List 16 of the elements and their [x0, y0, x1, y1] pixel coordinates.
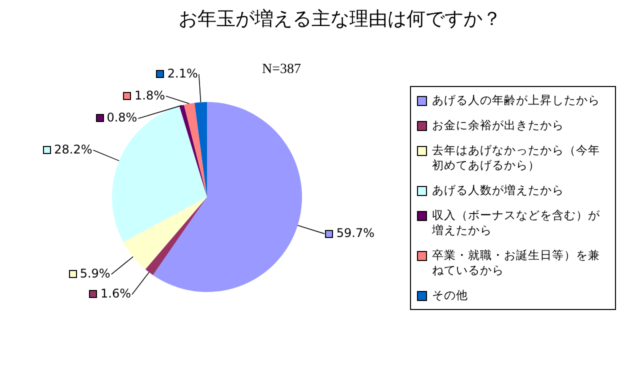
legend-label: 卒業・就職・お誕生日等）を兼ねているから: [432, 248, 601, 278]
data-label: 5.9%: [80, 266, 110, 280]
legend-label: 収入（ボーナスなどを含む）が増えたから: [432, 208, 601, 238]
text: N=387: [262, 62, 302, 78]
legend-label: その他: [432, 288, 468, 303]
chart-title: お年玉が増える主な理由は何ですか？: [178, 7, 502, 32]
data-label: 0.8%: [106, 110, 138, 125]
legend-label: 去年はあげなかったから（今年初めてあげるから）: [432, 143, 601, 173]
data-label: 59.7%: [336, 226, 375, 240]
legend-label: あげる人の年齢が上昇したから: [432, 93, 600, 108]
data-label: 1.8%: [134, 88, 165, 102]
data-label: 2.1%: [167, 66, 198, 80]
legend-label: あげる人数が増えたから: [432, 183, 564, 198]
data-label: 28.2%: [54, 142, 92, 156]
legend-label: お金に余裕が出きたから: [432, 118, 564, 133]
data-label: 1.6%: [100, 286, 131, 301]
